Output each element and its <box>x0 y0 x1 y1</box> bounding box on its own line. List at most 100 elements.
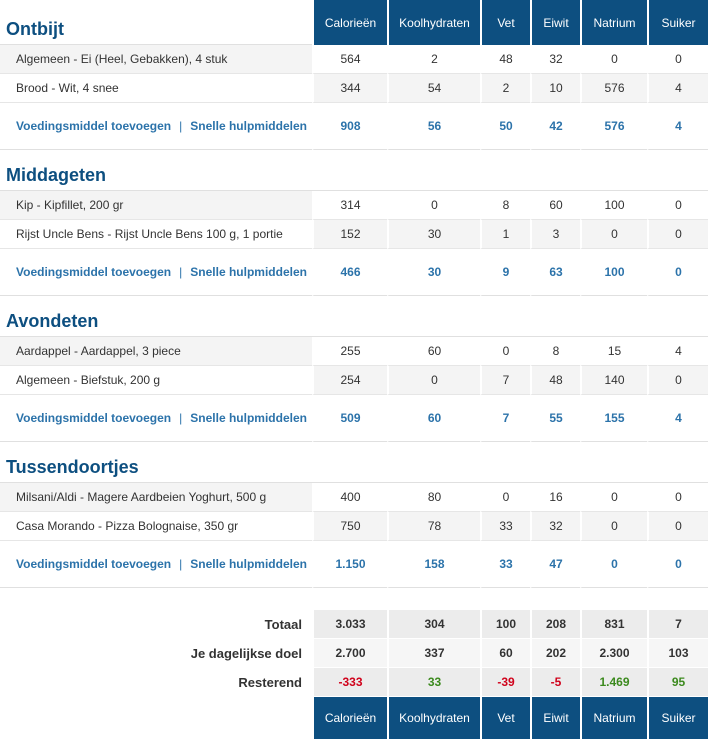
food-name[interactable]: Algemeen - Biefstuk, 200 g <box>0 366 312 395</box>
remaining-row: Resterend -333 33 -39 -5 1.469 95 <box>0 668 708 697</box>
food-protein: 10 <box>530 74 580 103</box>
food-name[interactable]: Rijst Uncle Bens - Rijst Uncle Bens 100 … <box>0 220 312 249</box>
link-separator: | <box>179 265 183 279</box>
goal-fat: 60 <box>480 639 530 668</box>
total-carbs: 304 <box>387 610 480 639</box>
meal-total-sodium: 155 <box>580 395 647 442</box>
footer-header-carbs: Koolhydraten <box>387 697 480 739</box>
food-fat: 2 <box>480 74 530 103</box>
meal-total-protein: 55 <box>530 395 580 442</box>
meal-total-calories: 466 <box>312 249 387 296</box>
meal-total-calories: 509 <box>312 395 387 442</box>
food-row[interactable]: Algemeen - Biefstuk, 200 g 254 0 7 48 14… <box>0 366 708 395</box>
food-sugar: 0 <box>647 366 708 395</box>
food-fat: 8 <box>480 191 530 220</box>
footer-header-fat: Vet <box>480 697 530 739</box>
food-row[interactable]: Aardappel - Aardappel, 3 piece 255 60 0 … <box>0 337 708 366</box>
food-carbs: 0 <box>387 366 480 395</box>
food-sodium: 0 <box>580 45 647 74</box>
meal-total-fat: 33 <box>480 541 530 588</box>
meal-summary-row: Voedingsmiddel toevoegen | Snelle hulpmidd… <box>0 395 708 442</box>
footer-header-calories: Calorieën <box>312 697 387 739</box>
goal-protein: 202 <box>530 639 580 668</box>
meal-title-middageten: Middageten <box>0 150 708 191</box>
food-sugar: 0 <box>647 45 708 74</box>
col-header-carbs: Koolhydraten <box>387 0 480 45</box>
food-sodium: 15 <box>580 337 647 366</box>
food-name[interactable]: Aardappel - Aardappel, 3 piece <box>0 337 312 366</box>
totals-row: Totaal 3.033 304 100 208 831 7 <box>0 610 708 639</box>
col-header-fat: Vet <box>480 0 530 45</box>
add-food-link[interactable]: Voedingsmiddel toevoegen <box>16 411 172 425</box>
meal-title-avondeten: Avondeten <box>0 296 708 337</box>
food-row[interactable]: Algemeen - Ei (Heel, Gebakken), 4 stuk 5… <box>0 45 708 74</box>
total-sugar: 7 <box>647 610 708 639</box>
meal-total-fat: 7 <box>480 395 530 442</box>
meal-title-tussendoortjes: Tussendoortjes <box>0 442 708 483</box>
meal-total-fat: 50 <box>480 103 530 150</box>
food-calories: 254 <box>312 366 387 395</box>
quick-tools-link[interactable]: Snelle hulpmiddelen <box>190 265 307 279</box>
food-carbs: 2 <box>387 45 480 74</box>
quick-tools-link[interactable]: Snelle hulpmiddelen <box>190 119 307 133</box>
food-sugar: 0 <box>647 220 708 249</box>
add-food-link[interactable]: Voedingsmiddel toevoegen <box>16 119 172 133</box>
food-row[interactable]: Rijst Uncle Bens - Rijst Uncle Bens 100 … <box>0 220 708 249</box>
food-calories: 314 <box>312 191 387 220</box>
food-name[interactable]: Casa Morando - Pizza Bolognaise, 350 gr <box>0 512 312 541</box>
footer-header-sugar: Suiker <box>647 697 708 739</box>
food-name[interactable]: Milsani/Aldi - Magere Aardbeien Yoghurt,… <box>0 483 312 512</box>
total-sodium: 831 <box>580 610 647 639</box>
meal-actions: Voedingsmiddel toevoegen | Snelle hulpmidd… <box>0 103 312 150</box>
food-protein: 48 <box>530 366 580 395</box>
meal-total-fat: 9 <box>480 249 530 296</box>
meal-total-sugar: 0 <box>647 541 708 588</box>
meal-total-calories: 908 <box>312 103 387 150</box>
link-separator: | <box>179 411 183 425</box>
food-calories: 400 <box>312 483 387 512</box>
remaining-calories: -333 <box>312 668 387 697</box>
food-sodium: 576 <box>580 74 647 103</box>
goal-calories: 2.700 <box>312 639 387 668</box>
food-fat: 1 <box>480 220 530 249</box>
food-name[interactable]: Algemeen - Ei (Heel, Gebakken), 4 stuk <box>0 45 312 74</box>
goal-row: Je dagelijkse doel 2.700 337 60 202 2.30… <box>0 639 708 668</box>
link-separator: | <box>179 119 183 133</box>
food-calories: 152 <box>312 220 387 249</box>
meal-total-carbs: 158 <box>387 541 480 588</box>
quick-tools-link[interactable]: Snelle hulpmiddelen <box>190 411 307 425</box>
food-sodium: 0 <box>580 512 647 541</box>
total-protein: 208 <box>530 610 580 639</box>
food-carbs: 60 <box>387 337 480 366</box>
food-row[interactable]: Brood - Wit, 4 snee 344 54 2 10 576 4 <box>0 74 708 103</box>
food-row[interactable]: Kip - Kipfillet, 200 gr 314 0 8 60 100 0 <box>0 191 708 220</box>
add-food-link[interactable]: Voedingsmiddel toevoegen <box>16 557 172 571</box>
remaining-label: Resterend <box>0 668 312 697</box>
meal-total-protein: 42 <box>530 103 580 150</box>
footer-header-protein: Eiwit <box>530 697 580 739</box>
footer-header-sodium: Natrium <box>580 697 647 739</box>
meal-summary-row: Voedingsmiddel toevoegen | Snelle hulpmidd… <box>0 541 708 588</box>
col-header-protein: Eiwit <box>530 0 580 45</box>
food-row[interactable]: Casa Morando - Pizza Bolognaise, 350 gr … <box>0 512 708 541</box>
goal-carbs: 337 <box>387 639 480 668</box>
food-name[interactable]: Kip - Kipfillet, 200 gr <box>0 191 312 220</box>
totals-label: Totaal <box>0 610 312 639</box>
food-row[interactable]: Milsani/Aldi - Magere Aardbeien Yoghurt,… <box>0 483 708 512</box>
meal-total-protein: 63 <box>530 249 580 296</box>
remaining-fat: -39 <box>480 668 530 697</box>
col-header-sugar: Suiker <box>647 0 708 45</box>
meal-total-carbs: 30 <box>387 249 480 296</box>
quick-tools-link[interactable]: Snelle hulpmiddelen <box>190 557 307 571</box>
food-name[interactable]: Brood - Wit, 4 snee <box>0 74 312 103</box>
goal-label: Je dagelijkse doel <box>0 639 312 668</box>
meal-actions: Voedingsmiddel toevoegen | Snelle hulpmidd… <box>0 541 312 588</box>
add-food-link[interactable]: Voedingsmiddel toevoegen <box>16 265 172 279</box>
col-header-calories: Calorieën <box>312 0 387 45</box>
food-sodium: 0 <box>580 220 647 249</box>
remaining-protein: -5 <box>530 668 580 697</box>
food-protein: 16 <box>530 483 580 512</box>
total-calories: 3.033 <box>312 610 387 639</box>
link-separator: | <box>179 557 183 571</box>
